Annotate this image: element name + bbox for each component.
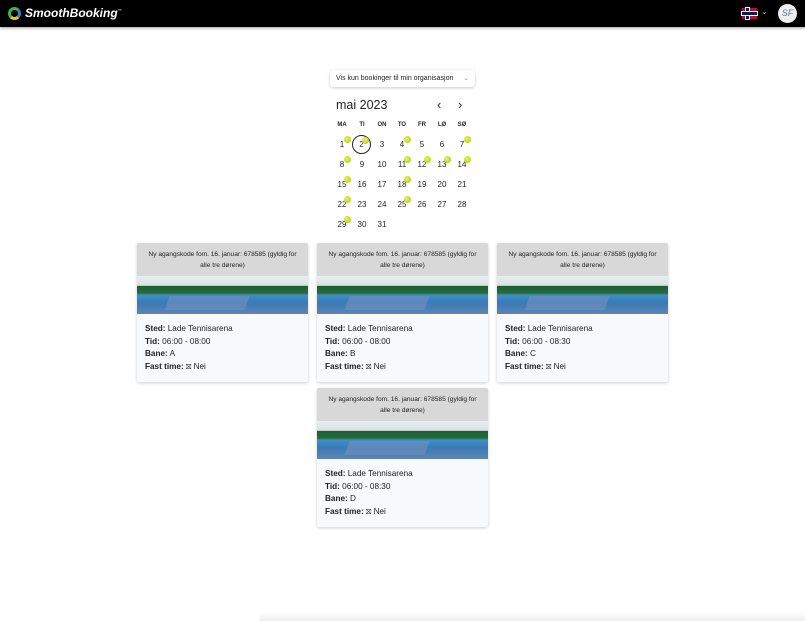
tennis-court-image xyxy=(137,276,308,314)
calendar-day[interactable]: 13 xyxy=(432,155,452,175)
access-code-notice: Ny agangskode fom. 16. januar: 678585 (g… xyxy=(137,243,308,276)
access-code-notice: Ny agangskode fom. 16. januar: 678585 (g… xyxy=(317,243,488,276)
norway-flag-icon[interactable] xyxy=(742,8,757,19)
calendar-day[interactable]: 7 xyxy=(452,135,472,155)
calendar-day[interactable]: 16 xyxy=(357,180,367,189)
tennis-court-image xyxy=(317,276,488,314)
calendar-day[interactable]: 28 xyxy=(457,200,467,209)
chevron-down-icon: ⌄ xyxy=(463,75,469,82)
weekday-header: TO xyxy=(397,122,407,128)
calendar-day[interactable]: 25 xyxy=(392,195,412,215)
calendar-day[interactable]: 20 xyxy=(437,180,447,189)
tennis-ball-icon xyxy=(344,136,351,143)
tennis-ball-icon xyxy=(464,136,471,143)
tennis-ball-icon xyxy=(404,136,411,143)
time-row: Tid: 06:00 - 08:30 xyxy=(505,336,571,346)
filter-label: Vis kun bookinger til min organisasjon xyxy=(336,75,454,82)
calendar-day[interactable]: 5 xyxy=(419,140,425,149)
tennis-ball-icon xyxy=(404,196,411,203)
cross-mark-icon: ⛝ xyxy=(365,508,372,516)
weekday-header: MA xyxy=(337,122,347,128)
calendar-day[interactable]: 21 xyxy=(457,180,467,189)
calendar-day[interactable]: 14 xyxy=(452,155,472,175)
tennis-ball-icon xyxy=(344,196,351,203)
calendar-day[interactable]: 8 xyxy=(332,155,352,175)
tennis-ball-icon xyxy=(424,156,431,163)
cross-mark-icon: ⛝ xyxy=(365,363,372,371)
tennis-ball-icon xyxy=(404,156,411,163)
calendar-day[interactable]: 22 xyxy=(332,195,352,215)
fixed-time-row: Fast time: ⛝ Nei xyxy=(325,506,386,516)
weekday-header: ON xyxy=(377,122,387,128)
calendar-day[interactable]: 27 xyxy=(437,200,447,209)
calendar-day[interactable]: 4 xyxy=(392,135,412,155)
calendar-month-label: mai 2023 xyxy=(336,98,388,112)
tennis-ball-icon xyxy=(444,156,451,163)
fixed-time-row: Fast time: ⛝ Nei xyxy=(325,361,386,371)
location-row: Sted: Lade Tennisarena xyxy=(325,469,413,478)
court-row: Bane: C xyxy=(505,349,536,358)
fixed-time-row: Fast time: ⛝ Nei xyxy=(505,361,566,371)
tennis-ball-icon xyxy=(464,156,471,163)
calendar-day[interactable]: 15 xyxy=(332,175,352,195)
calendar-day[interactable]: 19 xyxy=(417,180,427,189)
calendar-day[interactable]: 6 xyxy=(439,140,445,149)
avatar[interactable]: SF xyxy=(778,4,797,23)
calendar-day-today[interactable]: 2 xyxy=(352,135,371,154)
court-row: Bane: D xyxy=(325,494,356,503)
access-code-notice: Ny agangskode fom. 16. januar: 678585 (g… xyxy=(497,243,668,276)
calendar-day[interactable]: 9 xyxy=(359,160,365,169)
previous-month-button[interactable]: ‹ xyxy=(437,97,442,112)
cross-mark-icon: ⛝ xyxy=(545,363,552,371)
chevron-down-icon[interactable]: ⌄ xyxy=(761,7,768,16)
calendar-day[interactable]: 3 xyxy=(379,140,385,149)
fixed-time-row: Fast time: ⛝ Nei xyxy=(145,361,206,371)
tennis-ball-icon xyxy=(362,137,369,144)
access-code-notice: Ny agangskode fom. 16. januar: 678585 (g… xyxy=(317,388,488,421)
booking-card[interactable]: Ny agangskode fom. 16. januar: 678585 (g… xyxy=(137,243,308,382)
weekday-header: TI xyxy=(359,122,365,128)
location-row: Sted: Lade Tennisarena xyxy=(145,324,233,333)
bottom-bar xyxy=(260,612,805,621)
booking-card[interactable]: Ny agangskode fom. 16. januar: 678585 (g… xyxy=(497,243,668,382)
time-row: Tid: 06:00 - 08:00 xyxy=(145,336,211,346)
brand-name[interactable]: SmoothBooking™ xyxy=(25,6,122,20)
organisation-filter-select[interactable]: Vis kun bookinger til min organisasjon ⌄ xyxy=(330,70,475,87)
time-row: Tid: 06:00 - 08:30 xyxy=(325,481,391,491)
tennis-court-image xyxy=(317,421,488,459)
calendar-day[interactable]: 18 xyxy=(392,175,412,195)
calendar-day[interactable]: 26 xyxy=(417,200,427,209)
time-row: Tid: 06:00 - 08:00 xyxy=(325,336,391,346)
tennis-court-image xyxy=(497,276,668,314)
location-row: Sted: Lade Tennisarena xyxy=(325,324,413,333)
weekday-header: FR xyxy=(418,122,426,128)
calendar-day[interactable]: 29 xyxy=(332,215,352,235)
tennis-ball-icon xyxy=(404,176,411,183)
location-row: Sted: Lade Tennisarena xyxy=(505,324,593,333)
weekday-header: SØ xyxy=(457,122,467,128)
booking-card[interactable]: Ny agangskode fom. 16. januar: 678585 (g… xyxy=(317,388,488,527)
cross-mark-icon: ⛝ xyxy=(185,363,192,371)
court-row: Bane: A xyxy=(145,349,176,358)
calendar-day[interactable]: 23 xyxy=(357,200,367,209)
calendar-day[interactable]: 30 xyxy=(357,220,367,229)
calendar-day[interactable]: 1 xyxy=(332,135,352,155)
logo-icon xyxy=(8,7,21,20)
calendar-day[interactable]: 12 xyxy=(412,155,432,175)
calendar-day[interactable]: 17 xyxy=(377,180,387,189)
calendar-day[interactable]: 24 xyxy=(377,200,387,209)
tennis-ball-icon xyxy=(344,216,351,223)
top-navbar: SmoothBooking™ ⌄ SF xyxy=(0,0,805,27)
calendar-day[interactable]: 31 xyxy=(377,220,387,229)
weekday-header: LØ xyxy=(437,122,447,128)
tennis-ball-icon xyxy=(344,176,351,183)
booking-card[interactable]: Ny agangskode fom. 16. januar: 678585 (g… xyxy=(317,243,488,382)
calendar-day[interactable]: 10 xyxy=(377,160,387,169)
calendar-day[interactable]: 11 xyxy=(392,155,412,175)
next-month-button[interactable]: › xyxy=(458,97,463,112)
tennis-ball-icon xyxy=(344,156,351,163)
court-row: Bane: B xyxy=(325,349,356,358)
